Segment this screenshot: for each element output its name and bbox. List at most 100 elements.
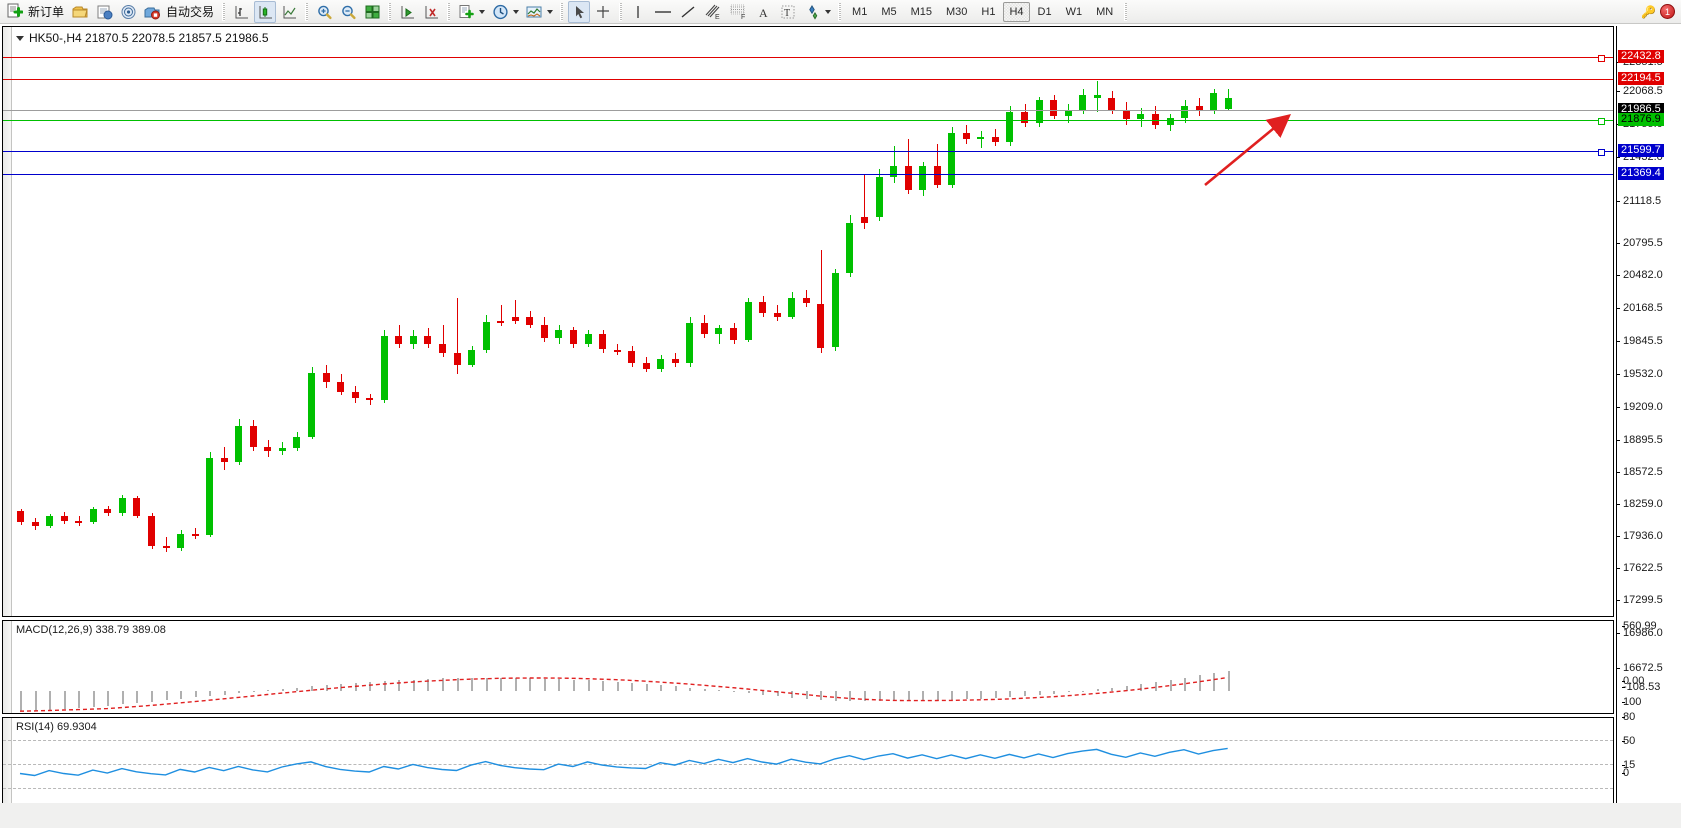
macd-bar [20, 691, 22, 712]
macd-bar [674, 686, 677, 691]
price-label-green[interactable]: 21876.9 [1618, 113, 1664, 126]
price-label-red[interactable]: 22194.5 [1618, 72, 1664, 85]
templates-icon[interactable] [455, 1, 477, 23]
cursor-icon[interactable] [568, 0, 591, 23]
profiles-icon[interactable] [93, 1, 115, 23]
macd-bar [572, 679, 575, 691]
vline-icon[interactable] [627, 1, 649, 23]
period-caret-icon[interactable] [513, 9, 520, 14]
candle-body [671, 359, 679, 363]
macd-bar [1184, 677, 1186, 691]
price-axis[interactable]: 22351.522068.521755.021432.021118.520795… [1616, 26, 1679, 810]
candle-body [148, 516, 155, 546]
line-chart-icon[interactable] [278, 1, 300, 23]
shift-start-icon[interactable] [396, 1, 418, 23]
fibonacci-icon[interactable]: F [727, 1, 751, 23]
take-profit-line[interactable] [3, 54, 1613, 62]
timeframe-m5[interactable]: M5 [881, 5, 897, 18]
price-tick: 17299.5 [1617, 594, 1663, 606]
resistance-line[interactable] [3, 79, 1613, 80]
stop-loss-line[interactable] [3, 174, 1613, 175]
timeframe-m15[interactable]: M15 [910, 5, 932, 18]
pane-scroll-strip[interactable] [3, 27, 12, 616]
crosshair-icon[interactable] [592, 1, 614, 23]
period-icon[interactable] [489, 1, 511, 23]
indicators-caret-icon[interactable] [547, 9, 554, 14]
bar-chart-icon[interactable] [230, 1, 252, 23]
timeframe-mn[interactable]: MN [1096, 5, 1114, 18]
notification-badge[interactable]: 1 [1660, 4, 1675, 19]
macd-bar [1111, 687, 1114, 691]
label-icon[interactable]: T [777, 1, 799, 23]
indicators-icon[interactable] [523, 1, 545, 23]
price-label-black[interactable]: 21986.5 [1618, 103, 1664, 116]
macd-bar [587, 680, 590, 691]
timeframe-m1[interactable]: M1 [852, 5, 868, 18]
price-label-red[interactable]: 22432.8 [1618, 50, 1664, 63]
timeframe-h1[interactable]: H1 [981, 5, 996, 18]
chart-dropdown-icon[interactable] [16, 35, 24, 41]
new-order-icon[interactable] [3, 1, 25, 23]
macd-bar [281, 688, 284, 691]
level-handle[interactable] [1598, 117, 1605, 125]
bid-line[interactable] [3, 117, 1613, 125]
market-watch-icon[interactable] [117, 1, 139, 23]
candle-wick [500, 305, 502, 327]
timeframe-w1[interactable]: W1 [1065, 5, 1083, 18]
equidistant-channel-icon[interactable]: E [701, 1, 725, 23]
toolbar-separator [1124, 2, 1128, 21]
folder-icon[interactable] [69, 1, 91, 23]
price-tick: 20168.5 [1617, 302, 1663, 314]
candle-body [1137, 113, 1145, 120]
candle-body [60, 516, 68, 521]
macd-bar [1009, 691, 1012, 697]
candle-body [700, 322, 708, 335]
macd-bar [747, 691, 750, 694]
timeframe-group: M1 M5 M15 M30 H1 H4 D1 W1 MN [845, 1, 1120, 22]
rsi-pane[interactable]: RSI(14) 69.9304 [2, 717, 1614, 810]
price-label-blue[interactable]: 21599.7 [1618, 144, 1664, 157]
price-label-blue[interactable]: 21369.4 [1618, 167, 1664, 180]
macd-bar [980, 691, 983, 699]
shapes-caret-icon[interactable] [825, 9, 832, 14]
current-price-line[interactable] [3, 110, 1613, 111]
macd-bar [602, 681, 604, 691]
macd-pane[interactable]: MACD(12,26,9) 338.79 389.08 [2, 620, 1614, 714]
timeframe-d1[interactable]: D1 [1037, 5, 1052, 18]
zoom-out-icon[interactable] [337, 1, 359, 23]
macd-bar [878, 691, 881, 701]
candle-wick [442, 324, 444, 358]
price-pane[interactable]: HK50-,H4 21870.5 22078.5 21857.5 21986.5 [2, 26, 1614, 617]
macd-bar [1227, 670, 1230, 691]
level-handle[interactable] [1598, 54, 1605, 62]
zoom-in-icon[interactable] [313, 1, 335, 23]
shapes-icon[interactable] [801, 1, 823, 23]
templates-caret-icon[interactable] [479, 9, 486, 14]
shift-end-icon[interactable] [420, 1, 442, 23]
autotrade-label[interactable]: 自动交易 [166, 5, 215, 19]
price-tick: 19532.0 [1617, 368, 1663, 380]
macd-signal-line [19, 676, 1228, 712]
timeframe-m30[interactable]: M30 [946, 5, 968, 18]
hline-icon[interactable] [651, 1, 675, 23]
entry-line[interactable] [3, 148, 1613, 156]
text-icon[interactable]: A [753, 1, 775, 23]
timeframe-h4[interactable]: H4 [1003, 1, 1030, 22]
new-order-label[interactable]: 新订单 [28, 5, 65, 19]
price-tick: 17936.0 [1617, 530, 1663, 542]
trendline-icon[interactable] [677, 1, 699, 23]
macd-bar [252, 691, 255, 692]
key-icon[interactable]: 🔑 [1641, 4, 1656, 19]
candle-body [482, 321, 490, 351]
macd-bar [893, 691, 895, 701]
level-handle[interactable] [1598, 148, 1605, 156]
autotrade-icon[interactable] [141, 1, 163, 23]
macd-bar [500, 677, 503, 691]
tile-windows-icon[interactable] [361, 1, 383, 23]
pane-scroll-strip[interactable] [3, 621, 12, 713]
macd-bar [820, 691, 823, 701]
macd-bar [456, 678, 459, 691]
candle-body [308, 372, 315, 437]
candlestick-icon[interactable] [254, 0, 277, 23]
pane-scroll-strip[interactable] [3, 718, 12, 809]
